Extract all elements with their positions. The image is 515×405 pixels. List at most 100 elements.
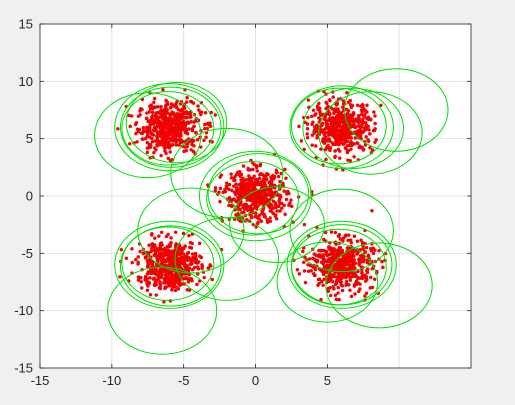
data-point [130,247,134,251]
data-point [187,277,192,281]
data-point [368,246,373,251]
data-point [218,186,223,191]
data-point [342,142,346,146]
data-point [325,253,329,258]
data-point [313,273,317,277]
data-point [165,111,170,116]
data-point [331,95,335,99]
data-point [352,265,356,269]
data-point [162,258,167,262]
data-point [162,128,167,133]
data-point [160,137,165,142]
data-point [333,149,337,153]
data-point [355,141,360,146]
data-point [316,254,321,259]
data-point [149,249,153,254]
component-circle [125,81,228,164]
data-point [190,252,195,256]
data-point [173,284,177,289]
data-point [163,104,168,109]
data-point [134,131,138,136]
data-point [246,166,250,171]
data-point [166,156,171,161]
data-point [145,140,150,145]
data-point [243,185,247,189]
data-point [250,195,255,199]
data-point [158,273,162,277]
data-point [141,129,146,133]
data-point [190,267,195,272]
data-point [302,147,306,152]
data-point [326,133,331,137]
data-point [277,199,281,203]
data-point [151,277,155,281]
data-point [323,139,327,144]
data-point [173,230,178,235]
data-point [343,146,348,150]
data-point [310,114,314,119]
data-point [165,251,169,256]
data-point [289,198,293,202]
data-point [170,255,174,260]
data-point [313,258,318,262]
data-point [259,219,264,223]
data-point [370,148,375,152]
data-point [213,186,218,190]
data-point [341,99,346,103]
data-point [150,132,154,136]
data-point [199,255,204,260]
data-point [329,230,334,234]
data-point [270,203,274,207]
data-point [158,120,162,125]
data-point [196,267,201,271]
data-point [203,122,207,127]
data-point [269,175,273,179]
data-point [305,126,310,131]
data-point [322,128,326,132]
data-point [155,123,160,127]
data-point [321,283,325,287]
data-point [182,149,186,154]
data-point [255,177,259,182]
data-point [155,254,160,259]
data-point [339,130,343,135]
data-point [361,103,365,108]
data-point [143,256,148,260]
component-circle [289,85,394,169]
data-point [151,113,155,118]
data-point [371,251,376,256]
data-point [324,100,328,105]
data-point [340,284,345,288]
data-point [236,204,240,209]
data-point [189,246,194,250]
data-point [246,188,250,193]
data-point [153,127,157,132]
data-point [323,258,327,262]
data-point [145,281,149,286]
data-point [152,146,157,150]
data-point [303,280,308,285]
data-point [162,253,167,258]
data-point [169,143,173,148]
data-point [325,145,329,149]
data-point [157,234,161,238]
data-point [324,157,328,162]
data-point [321,253,325,257]
data-point [368,132,372,136]
data-point [348,275,352,279]
data-point [334,103,339,107]
data-point [334,281,339,286]
data-point [185,112,189,116]
data-point [236,198,240,203]
data-point [150,110,155,115]
x-tick-label: -5 [178,373,190,388]
component-circle [107,266,218,355]
data-point [161,269,165,273]
data-point [136,114,141,119]
data-point [265,220,270,224]
data-point [259,182,263,187]
data-point [182,262,186,267]
data-point [315,136,319,140]
data-point [159,104,163,109]
data-point [348,288,352,292]
